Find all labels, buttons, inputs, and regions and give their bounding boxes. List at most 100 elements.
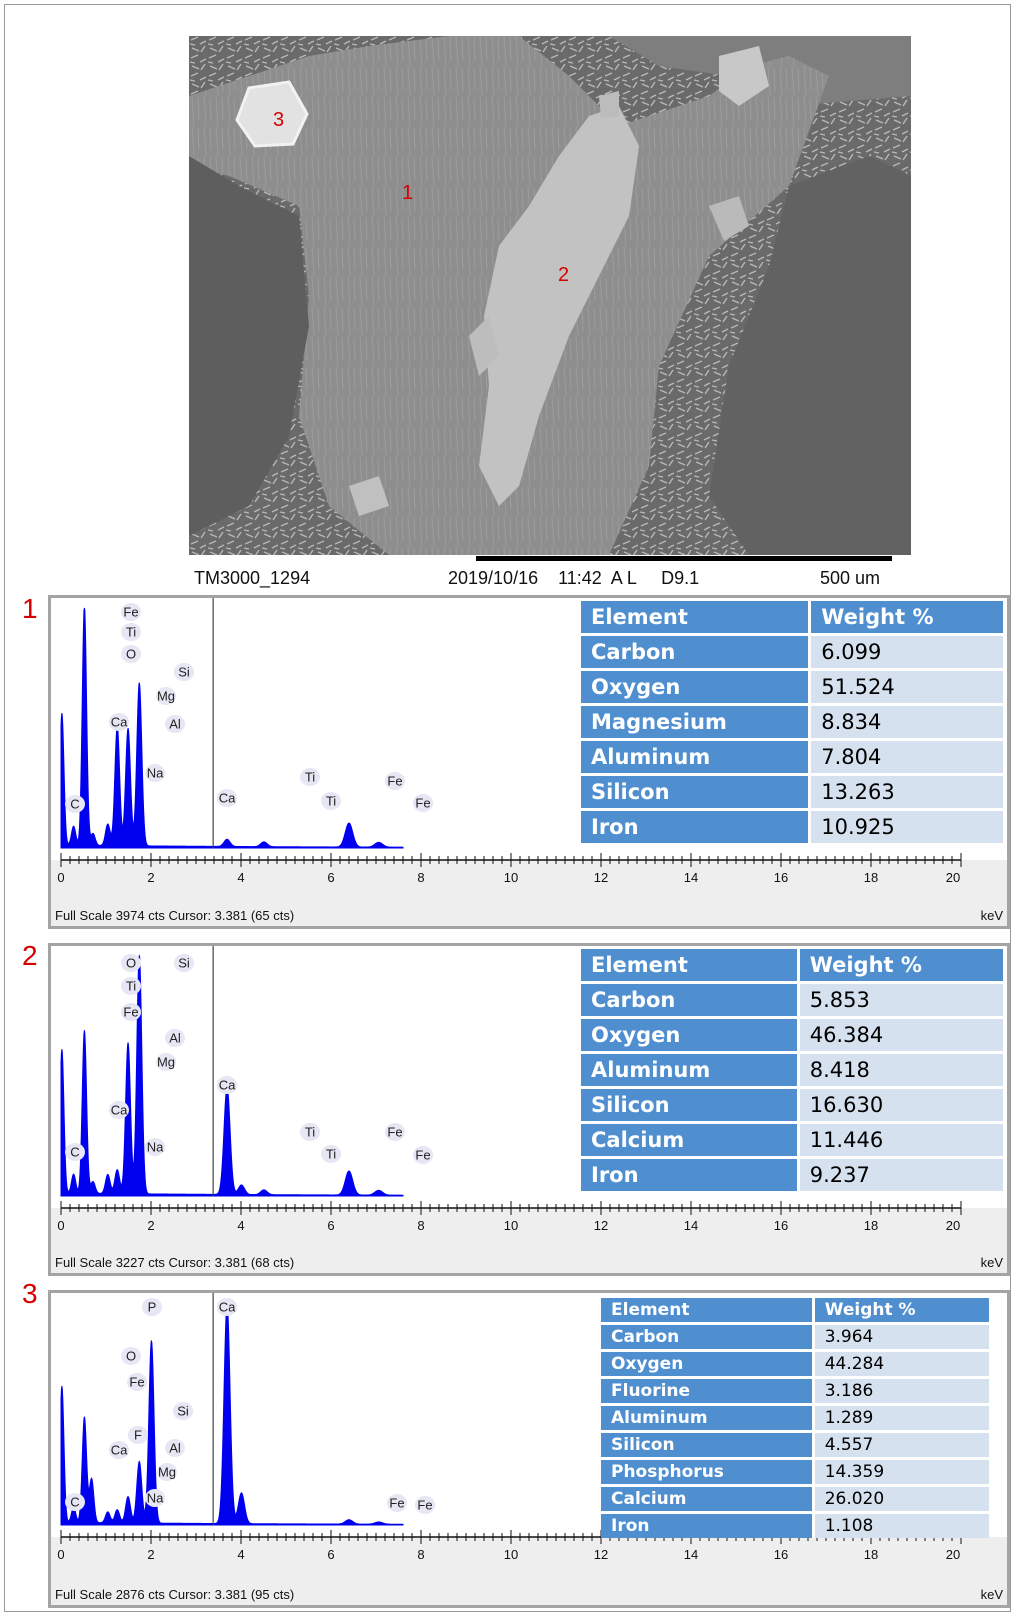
svg-text:Ti: Ti	[126, 625, 136, 640]
header-element: Element	[581, 601, 812, 633]
x-tick-label: 0	[57, 1547, 64, 1562]
peak-label: Ca	[217, 1298, 237, 1316]
svg-text:Ti: Ti	[126, 979, 136, 994]
svg-text:Ti: Ti	[305, 770, 315, 785]
table-row: Aluminum 8.418	[581, 1054, 1003, 1086]
svg-text:Ti: Ti	[305, 1125, 315, 1140]
table-row: Iron 9.237	[581, 1159, 1003, 1191]
table-row: Carbon 3.964	[601, 1325, 989, 1349]
x-tick-label: 14	[684, 1547, 698, 1562]
table-row: Phosphorus 14.359	[601, 1460, 989, 1484]
x-tick-label: 10	[504, 1218, 518, 1233]
axis-unit-1: keV	[980, 908, 1003, 923]
table-row: Aluminum 7.804	[581, 741, 1003, 773]
peak-label: Ti	[321, 792, 341, 810]
element-name: Calcium	[581, 1124, 800, 1156]
weight-value: 8.418	[799, 1054, 1003, 1086]
x-tick-label: 2	[147, 1218, 154, 1233]
weight-table-3: Element Weight % Carbon 3.964 Oxygen 44.284 Fl…	[601, 1295, 989, 1541]
element-name: Calcium	[601, 1487, 815, 1511]
svg-text:Na: Na	[147, 1491, 164, 1506]
element-name: Iron	[581, 1159, 800, 1191]
svg-text:Fe: Fe	[417, 1498, 432, 1513]
x-tick-label: 20	[946, 1218, 960, 1233]
element-name: Silicon	[581, 776, 812, 808]
eds-panel-2: 0 2 4 6 8 10 12 14 16 18 20 O Si Ti Fe Al Mg Ca Ca Na C Ti Ti F…	[48, 943, 1010, 1276]
svg-text:Fe: Fe	[389, 1496, 404, 1511]
eds-panel-3: 0 2 4 6 8 10 12 14 16 18 20 P Ca O Fe Si F Ca Al Mg Na C Fe Fe …	[48, 1290, 1010, 1608]
peak-label: C	[65, 1493, 85, 1511]
spectrum-trace	[60, 954, 404, 1197]
table-row: Silicon 16.630	[581, 1089, 1003, 1121]
peak-label: Fe	[415, 1496, 435, 1514]
peak-label: O	[121, 1347, 141, 1365]
svg-text:Fe: Fe	[129, 1375, 144, 1390]
sem-point-2: 2	[558, 264, 569, 286]
header-weight: Weight %	[799, 949, 1003, 981]
svg-text:C: C	[70, 797, 79, 812]
weight-value: 46.384	[799, 1019, 1003, 1051]
peak-label: P	[142, 1298, 162, 1316]
peak-label: Fe	[413, 1146, 433, 1164]
x-tick-label: 6	[327, 1218, 334, 1233]
table-row: Silicon 4.557	[601, 1433, 989, 1457]
svg-text:Ca: Ca	[111, 1103, 128, 1118]
element-name: Oxygen	[581, 671, 812, 703]
svg-text:F: F	[134, 1428, 142, 1443]
x-tick-label: 4	[237, 1547, 244, 1562]
header-weight: Weight %	[814, 1298, 989, 1322]
svg-text:Ti: Ti	[326, 1147, 336, 1162]
svg-text:Mg: Mg	[157, 689, 175, 704]
table-row: Carbon 6.099	[581, 636, 1003, 668]
peak-label: Mg	[156, 687, 176, 705]
x-tick-label: 12	[594, 1218, 608, 1233]
svg-text:P: P	[148, 1300, 157, 1315]
peak-label: Fe	[387, 1494, 407, 1512]
peak-label: Fe	[121, 603, 141, 621]
svg-text:Ca: Ca	[219, 1300, 236, 1315]
peak-label: Ti	[121, 977, 141, 995]
svg-text:O: O	[126, 647, 136, 662]
x-tick-label: 2	[147, 870, 154, 885]
peak-label: Fe	[385, 772, 405, 790]
weight-value: 3.964	[814, 1325, 989, 1349]
x-tick-label: 12	[594, 1547, 608, 1562]
scale-bar	[476, 556, 892, 561]
svg-text:Na: Na	[147, 1140, 164, 1155]
svg-text:Fe: Fe	[415, 1148, 430, 1163]
weight-table-2: Element Weight % Carbon 5.853 Oxygen 46.384 Al…	[581, 946, 1003, 1194]
table-row: Aluminum 1.289	[601, 1406, 989, 1430]
x-tick-label: 14	[684, 870, 698, 885]
weight-value: 1.289	[814, 1406, 989, 1430]
header-weight: Weight %	[811, 601, 1003, 633]
peak-label: Si	[173, 1402, 193, 1420]
svg-text:Ti: Ti	[326, 794, 336, 809]
peak-label: Fe	[127, 1373, 147, 1391]
table-row: Calcium 26.020	[601, 1487, 989, 1511]
peak-label: Si	[174, 954, 194, 972]
weight-value: 3.186	[814, 1379, 989, 1403]
peak-label: Ti	[300, 768, 320, 786]
full-scale-readout-1: Full Scale 3974 cts Cursor: 3.381 (65 ct…	[55, 908, 295, 923]
svg-text:Ca: Ca	[111, 1443, 128, 1458]
element-name: Oxygen	[581, 1019, 800, 1051]
x-tick-label: 2	[147, 1547, 154, 1562]
x-tick-label: 20	[946, 870, 960, 885]
svg-text:Al: Al	[169, 1441, 181, 1456]
peak-label: Na	[145, 1489, 165, 1507]
peak-label: Na	[145, 764, 165, 782]
table-row: Fluorine 3.186	[601, 1379, 989, 1403]
svg-text:Mg: Mg	[157, 1055, 175, 1070]
svg-text:Fe: Fe	[123, 1005, 138, 1020]
sem-scale-label: 500 um	[820, 568, 881, 588]
x-tick-label: 10	[504, 870, 518, 885]
svg-text:Na: Na	[147, 766, 164, 781]
table-row: Oxygen 46.384	[581, 1019, 1003, 1051]
peak-label: Ti	[300, 1123, 320, 1141]
weight-value: 51.524	[811, 671, 1003, 703]
svg-text:Ca: Ca	[219, 791, 236, 806]
axis-unit-2: keV	[980, 1255, 1003, 1270]
svg-text:Al: Al	[169, 717, 181, 732]
element-name: Carbon	[601, 1325, 815, 1349]
x-tick-label: 16	[774, 1547, 788, 1562]
